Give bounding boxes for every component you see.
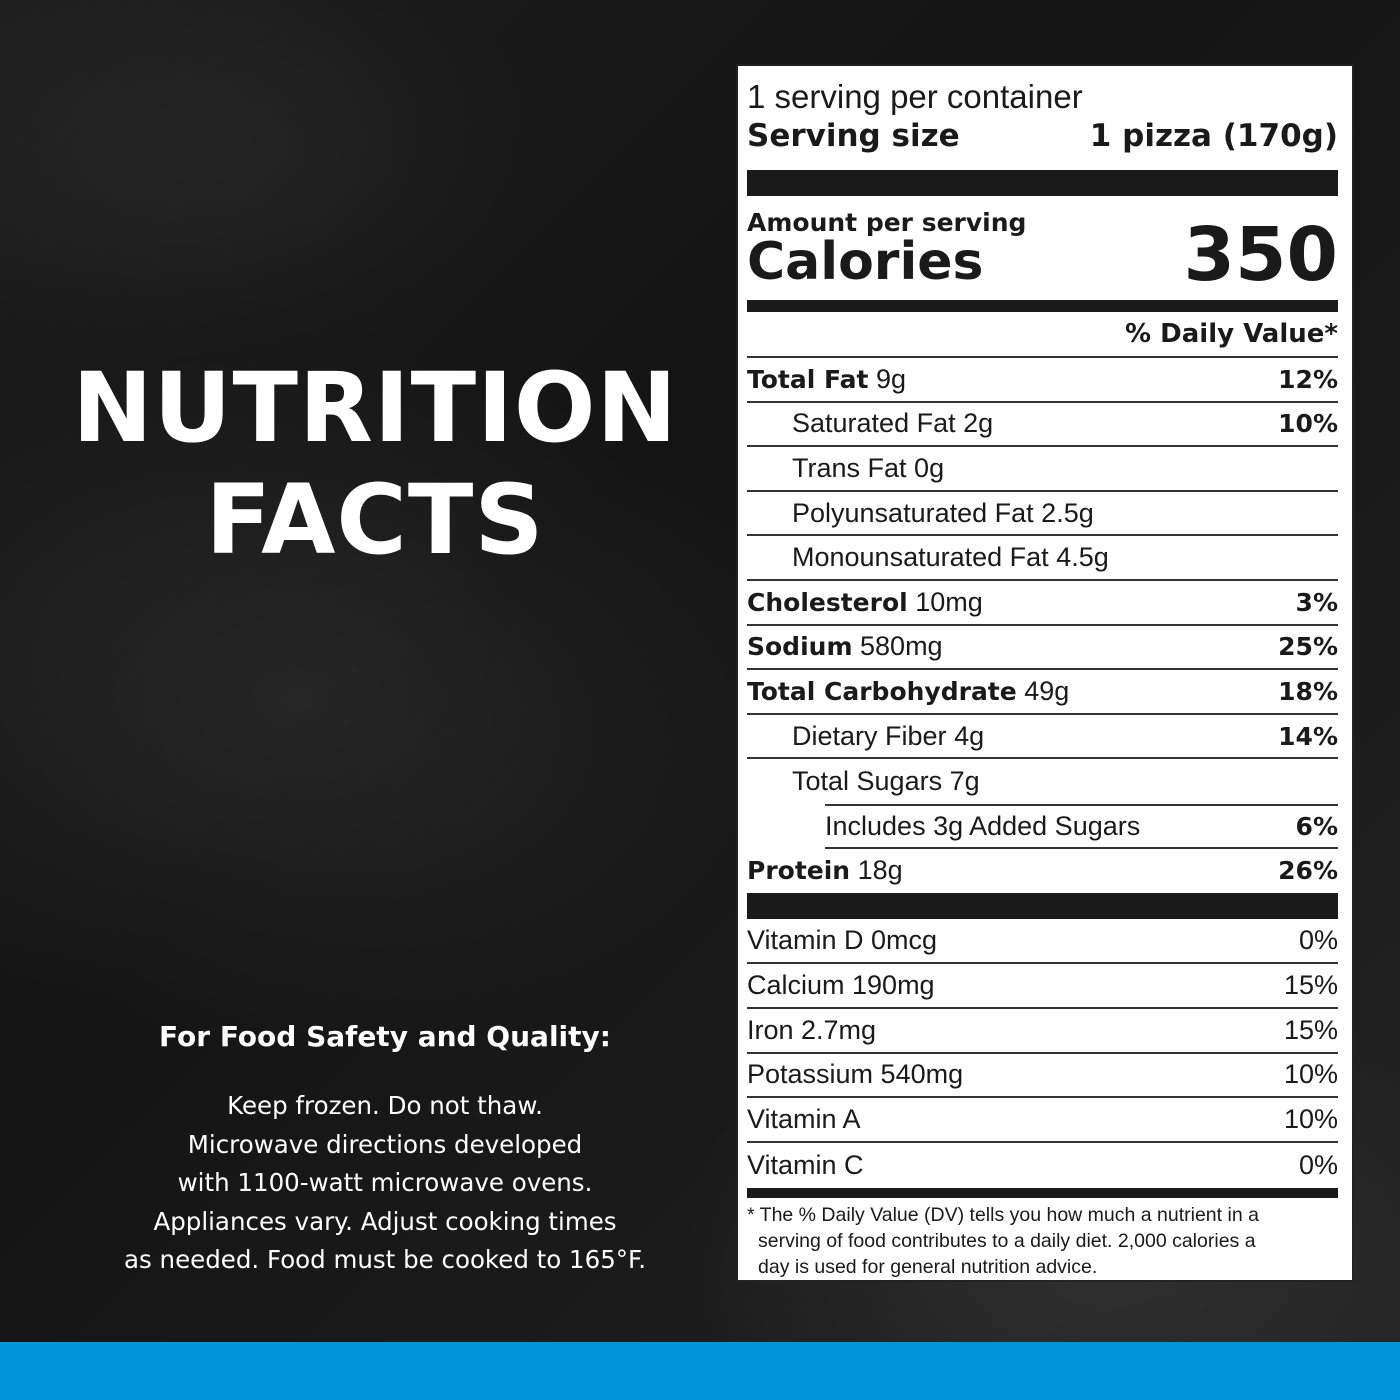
nutrient-name: Total Carbohydrate xyxy=(747,676,1017,706)
nutrient-name: Monounsaturated Fat xyxy=(792,542,1049,573)
nutrient-amount: 7g xyxy=(949,766,980,797)
vitamin-row: Iron 2.7mg 15% xyxy=(747,1009,1338,1054)
food-safety-line: as needed. Food must be cooked to 165°F. xyxy=(123,1245,646,1274)
nutrient-row-polyunsaturated-fat: Polyunsaturated Fat 2.5g xyxy=(747,492,1338,537)
nutrient-dv: 3% xyxy=(1295,587,1338,617)
nutrient-name: Includes 3g Added Sugars xyxy=(825,810,1141,841)
vitamin-name: Vitamin A xyxy=(747,1104,861,1135)
divider-thick xyxy=(747,893,1338,920)
vitamin-name: Vitamin C xyxy=(747,1150,864,1180)
food-safety-line: with 1100-watt microwave ovens. xyxy=(177,1168,593,1197)
nutrient-row-protein: Protein 18g 26% xyxy=(747,849,1338,894)
nutrient-name: Total Fat xyxy=(747,364,869,394)
vitamin-row: Vitamin A 10% xyxy=(747,1098,1338,1144)
food-safety-line: Appliances vary. Adjust cooking times xyxy=(153,1206,617,1236)
calories-row: Calories 350 xyxy=(747,212,1338,298)
vitamin-row: Vitamin D 0mcg 0% xyxy=(747,919,1338,964)
headline-line-2: FACTS xyxy=(205,464,545,576)
vitamin-row: Vitamin C 0% xyxy=(747,1143,1338,1188)
calories-value: 350 xyxy=(1183,212,1338,298)
calories-label: Calories xyxy=(747,232,984,292)
nutrient-dv: 6% xyxy=(1295,811,1338,841)
servings-per-container: 1 serving per container xyxy=(747,78,1083,115)
vitamin-row: Potassium 540mg 10% xyxy=(747,1054,1338,1099)
vitamin-name: Iron 2.7mg xyxy=(747,1014,877,1045)
daily-value-header: % Daily Value* xyxy=(747,312,1338,358)
nutrient-dv: 14% xyxy=(1278,721,1338,751)
nutrient-amount: 4.5g xyxy=(1056,542,1109,573)
daily-value-footnote: * The % Daily Value (DV) tells you how m… xyxy=(747,1198,1338,1280)
nutrient-name: Saturated Fat xyxy=(792,408,956,439)
serving-size-label: Serving size xyxy=(747,118,960,154)
nutrient-row-total-sugars: Total Sugars 7g xyxy=(747,759,1338,804)
vitamin-dv: 15% xyxy=(1283,1014,1338,1045)
nutrient-row-dietary-fiber: Dietary Fiber 4g 14% xyxy=(747,715,1338,760)
vitamin-name: Potassium 540mg xyxy=(747,1059,964,1090)
footnote-line: * The % Daily Value (DV) tells you how m… xyxy=(747,1203,1259,1226)
nutrient-row-monounsaturated-fat: Monounsaturated Fat 4.5g xyxy=(747,536,1338,581)
nutrient-row-total-fat: Total Fat 9g 12% xyxy=(747,358,1338,403)
nutrient-amount: 2.5g xyxy=(1041,497,1094,528)
food-safety-body: Keep frozen. Do not thaw. Microwave dire… xyxy=(40,1087,730,1280)
nutrient-dv: 18% xyxy=(1278,676,1338,706)
nutrient-name: Cholesterol xyxy=(747,587,908,617)
nutrient-name: Polyunsaturated Fat xyxy=(792,497,1034,528)
nutrient-dv: 25% xyxy=(1278,632,1338,662)
vitamin-dv: 10% xyxy=(1283,1059,1338,1090)
nutrient-name: Sodium xyxy=(747,632,853,662)
serving-size-value: 1 pizza (170g) xyxy=(1089,118,1338,154)
nutrient-amount: 4g xyxy=(954,720,985,751)
nutrient-dv: 26% xyxy=(1278,856,1338,886)
nutrient-dv: 10% xyxy=(1278,409,1338,439)
food-safety-line: Microwave directions developed xyxy=(187,1129,583,1159)
nutrient-amount: 2g xyxy=(963,408,994,439)
headline: NUTRITION FACTS xyxy=(30,352,720,576)
nutrient-row-cholesterol: Cholesterol 10mg 3% xyxy=(747,581,1338,626)
nutrient-amount: 9g xyxy=(875,363,906,394)
vitamin-dv: 0% xyxy=(1298,925,1338,956)
nutrient-row-saturated-fat: Saturated Fat 2g 10% xyxy=(747,403,1338,448)
nutrient-name: Trans Fat xyxy=(792,452,907,483)
amount-per-serving: Amount per serving xyxy=(747,208,1027,237)
footnote-line: day is used for general nutrition advice… xyxy=(758,1255,1098,1278)
vitamin-dv: 10% xyxy=(1283,1104,1338,1135)
nutrient-name: Dietary Fiber xyxy=(792,720,947,751)
nutrient-name: Protein xyxy=(747,856,851,886)
serving-size-row: Serving size 1 pizza (170g) xyxy=(747,116,1338,156)
footnote-line: serving of food contributes to a daily d… xyxy=(758,1229,1256,1252)
food-safety-title: For Food Safety and Quality: xyxy=(159,1020,611,1053)
vitamin-dv: 0% xyxy=(1298,1150,1338,1180)
divider-footer xyxy=(747,1187,1338,1198)
nutrient-amount: 10mg xyxy=(915,586,983,617)
nutrient-row-added-sugars: Includes 3g Added Sugars 6% xyxy=(825,803,1338,849)
nutrient-name: Total Sugars xyxy=(792,766,943,797)
nutrient-amount: 580mg xyxy=(860,631,943,662)
vitamin-row: Calcium 190mg 15% xyxy=(747,964,1338,1009)
vitamin-name: Vitamin D 0mcg xyxy=(747,925,938,956)
nutrient-amount: 0g xyxy=(914,452,945,483)
brand-accent-bar xyxy=(0,1342,1400,1400)
food-safety-line: Keep frozen. Do not thaw. xyxy=(227,1091,543,1120)
vitamin-dv: 15% xyxy=(1283,969,1338,1000)
nutrient-dv: 12% xyxy=(1278,364,1338,394)
nutrient-row-trans-fat: Trans Fat 0g xyxy=(747,447,1338,492)
nutrient-amount: 49g xyxy=(1024,675,1070,706)
divider-thick xyxy=(747,170,1338,196)
nutrient-row-sodium: Sodium 580mg 25% xyxy=(747,626,1338,671)
divider-medium xyxy=(747,300,1338,312)
headline-line-1: NUTRITION xyxy=(72,352,678,464)
vitamin-name: Calcium 190mg xyxy=(747,969,935,1000)
nutrient-row-total-carbohydrate: Total Carbohydrate 49g 18% xyxy=(747,670,1338,715)
nutrient-amount: 18g xyxy=(857,855,903,886)
nutrition-facts-label: 1 serving per container Serving size 1 p… xyxy=(736,64,1354,1282)
food-safety-section: For Food Safety and Quality: Keep frozen… xyxy=(40,1020,730,1280)
